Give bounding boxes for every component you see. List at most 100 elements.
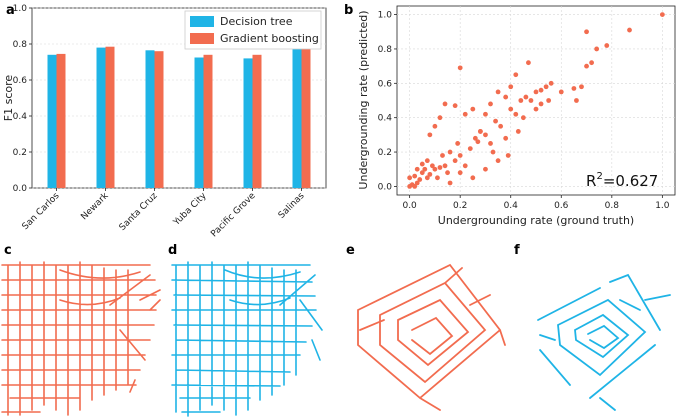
scatter-point <box>508 106 514 112</box>
scatter-point <box>447 180 453 186</box>
bar-decision-tree <box>96 47 106 188</box>
scatter-point <box>604 43 610 48</box>
bar-decision-tree <box>243 58 253 189</box>
chart-a-xtick-label: Salinas <box>277 191 307 221</box>
bar-gradient-boosting <box>105 46 115 189</box>
bar-gradient-boosting <box>154 51 164 189</box>
street-network-map-c <box>1 261 161 416</box>
panel-label-a: a <box>6 3 15 18</box>
scatter-point <box>422 166 428 172</box>
street-network-map-f <box>537 273 671 411</box>
scatter-point <box>488 101 493 107</box>
scatter-point <box>483 132 488 138</box>
scatter-point <box>429 163 435 169</box>
chart-b-x-ticks: 0.0 0.2 0.4 0.6 0.8 1.0 <box>402 195 670 211</box>
scatter-point <box>571 86 577 91</box>
chart-a-ytick-label: 0.8 <box>13 40 28 50</box>
scatter-point <box>495 89 501 95</box>
scatter-point <box>457 170 463 176</box>
scatter-point <box>503 94 509 100</box>
chart-b-xtick-label: 0.0 <box>402 201 417 211</box>
scatter-point <box>427 171 433 177</box>
legend-swatch-gradient-boosting <box>190 33 214 44</box>
chart-a-xtick-label: San Carlos <box>21 191 62 232</box>
scatter-point <box>546 98 552 103</box>
chart-a-gridlines <box>32 7 326 189</box>
chart-a-ytick-label: 0.6 <box>13 76 28 86</box>
scatter-point <box>490 149 496 155</box>
scatter-point <box>407 175 413 181</box>
panel-label-f: f <box>514 243 520 258</box>
chart-a-xtick-label: Newark <box>79 190 111 222</box>
scatter-point <box>475 139 481 145</box>
scatter-point <box>483 166 488 172</box>
chart-a-ytick-label: 0.2 <box>13 148 27 158</box>
scatter-point <box>533 89 539 95</box>
scatter-point <box>508 84 514 90</box>
scatter-point <box>584 63 589 69</box>
chart-b-ytick-label: 1.0 <box>378 11 393 21</box>
scatter-point <box>538 101 544 107</box>
scatter-point <box>447 149 453 155</box>
chart-a-ytick-label: 1.0 <box>13 4 28 14</box>
scatter-point <box>528 98 534 103</box>
scatter-point <box>419 170 425 176</box>
map-d-streets <box>171 261 323 417</box>
chart-a-legend: Decision tree Gradient boosting <box>184 10 322 50</box>
scatter-point <box>470 106 476 112</box>
scatter-point <box>526 60 531 66</box>
scatter-point <box>457 65 463 71</box>
scatter-point <box>470 175 476 181</box>
panel-label-b: b <box>344 3 353 18</box>
scatter-point <box>432 166 438 172</box>
scatter-point <box>432 123 438 129</box>
scatter-point <box>478 129 483 134</box>
scatter-point <box>627 27 632 33</box>
scatter-point <box>414 166 420 172</box>
panel-label-e: e <box>346 243 355 258</box>
scatter-point <box>533 106 539 112</box>
chart-b-xtick-label: 0.4 <box>504 201 519 211</box>
chart-b-y-ticks: 0.0 0.2 0.4 0.6 0.8 1.0 <box>378 11 397 192</box>
scatter-point <box>515 129 521 134</box>
bar-chart-f1: 0.0 0.2 0.4 0.6 0.8 1.0 San Carlos Newark Santa… <box>2 4 327 240</box>
scatter-point <box>594 46 600 52</box>
chart-b-xlabel: Undergrounding rate (ground truth) <box>438 214 634 227</box>
chart-b-ytick-label: 0.2 <box>378 148 392 158</box>
scatter-point <box>445 170 450 176</box>
legend-label-gradient-boosting: Gradient boosting <box>220 32 319 45</box>
r-squared-annotation: R2=0.627 <box>586 171 658 190</box>
scatter-point <box>483 111 488 117</box>
bar-decision-tree <box>194 57 204 188</box>
street-network-map-d <box>171 261 323 417</box>
scatter-point <box>437 165 443 170</box>
scatter-point <box>548 80 554 86</box>
chart-a-plot-area <box>31 7 327 189</box>
bar-gradient-boosting <box>56 53 66 189</box>
scatter-point <box>574 98 579 103</box>
scatter-point <box>424 175 430 181</box>
scatter-point <box>412 184 418 189</box>
map-e-streets <box>357 263 506 411</box>
chart-b-xtick-label: 0.2 <box>453 201 467 211</box>
chart-a-ylabel: F1 score <box>2 75 15 122</box>
chart-b-points <box>407 12 665 189</box>
scatter-point <box>505 153 511 158</box>
street-network-map-e <box>357 263 506 411</box>
chart-b-xtick-label: 0.6 <box>554 201 569 211</box>
map-f-streets <box>537 273 671 411</box>
bar-gradient-boosting <box>301 38 311 188</box>
scatter-point <box>523 94 529 100</box>
chart-a-bars <box>47 38 311 189</box>
scatter-point <box>414 180 420 186</box>
scatter-point <box>437 115 443 121</box>
map-c-streets <box>1 261 161 416</box>
scatter-point <box>412 173 418 179</box>
chart-a-xtick-label: Pacific Grove <box>209 191 258 240</box>
scatter-point <box>579 84 584 90</box>
scatter-point <box>442 163 448 169</box>
bar-decision-tree <box>292 39 302 188</box>
chart-b-ytick-label: 0.0 <box>378 182 393 192</box>
chart-a-xtick-label: Yuba City <box>171 191 209 229</box>
